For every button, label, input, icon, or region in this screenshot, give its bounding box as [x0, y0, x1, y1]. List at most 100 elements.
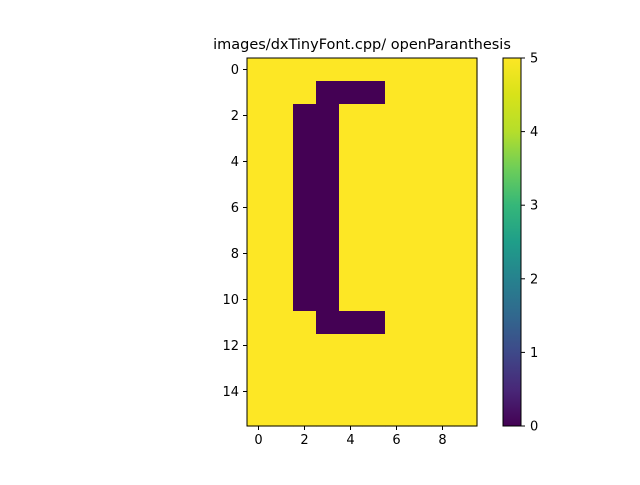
heatmap-cell [293, 127, 317, 151]
heatmap-cell [293, 81, 317, 105]
heatmap-cell [362, 288, 386, 312]
heatmap-cell [293, 242, 317, 266]
heatmap-cell [408, 81, 432, 105]
x-tick-label: 6 [392, 433, 400, 448]
y-axis: 0 2 4 6 8 10 12 14 [222, 63, 247, 400]
heatmap-cell [316, 334, 340, 358]
heatmap-cell [339, 357, 363, 381]
heatmap-cell [385, 81, 409, 105]
heatmap-cell [362, 265, 386, 289]
heatmap-cell [339, 81, 363, 105]
heatmap-cell [454, 334, 478, 358]
heatmap-cell [270, 173, 294, 197]
heatmap-cell [247, 403, 271, 427]
heatmap-cell [270, 127, 294, 151]
heatmap-cell [362, 311, 386, 335]
heatmap-cell [454, 288, 478, 312]
heatmap-cell [408, 104, 432, 128]
heatmap-cell [339, 58, 363, 82]
heatmap-cell [293, 104, 317, 128]
heatmap-cell [270, 334, 294, 358]
heatmap-cell [270, 58, 294, 82]
heatmap-cell [316, 196, 340, 220]
heatmap-cell [362, 196, 386, 220]
colorbar-axis: 0 1 2 3 4 5 [521, 52, 538, 435]
heatmap-cell [270, 265, 294, 289]
heatmap-cell [270, 357, 294, 381]
heatmap-cell [247, 265, 271, 289]
heatmap-cell [454, 403, 478, 427]
heatmap-cell [431, 288, 455, 312]
heatmap-cell [431, 104, 455, 128]
heatmap-cell [293, 58, 317, 82]
heatmap-cell [408, 265, 432, 289]
x-tick-label: 2 [300, 433, 308, 448]
heatmap-cell [339, 150, 363, 174]
colorbar-frame [502, 57, 522, 427]
heatmap-cell [454, 357, 478, 381]
heatmap-cell [454, 104, 478, 128]
heatmap-cell [385, 265, 409, 289]
heatmap-cell [316, 311, 340, 335]
heatmap-cell [431, 357, 455, 381]
heatmap-cell [408, 58, 432, 82]
heatmap-cell [408, 403, 432, 427]
heatmap-cell [247, 288, 271, 312]
heatmap-cell [339, 334, 363, 358]
heatmap-cell [408, 173, 432, 197]
heatmap-cell [316, 127, 340, 151]
heatmap-cell [362, 357, 386, 381]
heatmap-cell [293, 334, 317, 358]
chart-title: images/dxTinyFont.cpp/ openParanthesis [213, 37, 511, 53]
heatmap-cell [339, 242, 363, 266]
heatmap-cell [385, 173, 409, 197]
y-tick-label: 12 [222, 339, 239, 354]
heatmap-cell [408, 150, 432, 174]
heatmap-cell [431, 403, 455, 427]
heatmap-cell [270, 403, 294, 427]
heatmap-cell [385, 288, 409, 312]
heatmap-cell [293, 265, 317, 289]
heatmap-cell [362, 380, 386, 404]
heatmap-cell [247, 150, 271, 174]
heatmap-cell [316, 380, 340, 404]
x-tick-label: 0 [254, 433, 262, 448]
heatmap-cell [339, 173, 363, 197]
y-tick-label: 14 [222, 385, 239, 400]
heatmap-cell [293, 403, 317, 427]
y-tick-label: 0 [231, 63, 239, 78]
heatmap-cell [247, 81, 271, 105]
heatmap-cell [408, 219, 432, 243]
plot-frame [246, 57, 478, 427]
heatmap-cell [385, 219, 409, 243]
heatmap-cell [408, 380, 432, 404]
heatmap-cell [454, 58, 478, 82]
heatmap-cell [247, 173, 271, 197]
heatmap-cell [454, 173, 478, 197]
heatmap-cell [293, 288, 317, 312]
x-axis: 0 2 4 6 8 [254, 426, 447, 448]
heatmap-cell [454, 196, 478, 220]
x-tick-label: 8 [438, 433, 446, 448]
heatmap-cell [431, 58, 455, 82]
x-tick-label: 4 [346, 433, 354, 448]
colorbar-tick-label: 0 [530, 420, 538, 435]
colorbar-tick-label: 5 [530, 52, 538, 67]
heatmap-cell [362, 173, 386, 197]
heatmap-cell [385, 311, 409, 335]
heatmap-cell [270, 81, 294, 105]
heatmap-cell [247, 357, 271, 381]
heatmap-cell [431, 334, 455, 358]
heatmap-cell [431, 265, 455, 289]
heatmap-cell [362, 81, 386, 105]
heatmap-cell [339, 265, 363, 289]
heatmap-cell [454, 242, 478, 266]
heatmap-cell [431, 242, 455, 266]
y-tick-label: 2 [231, 109, 239, 124]
heatmap-cell [385, 58, 409, 82]
heatmap-cell [293, 150, 317, 174]
heatmap-cell [316, 219, 340, 243]
heatmap-cell [270, 288, 294, 312]
